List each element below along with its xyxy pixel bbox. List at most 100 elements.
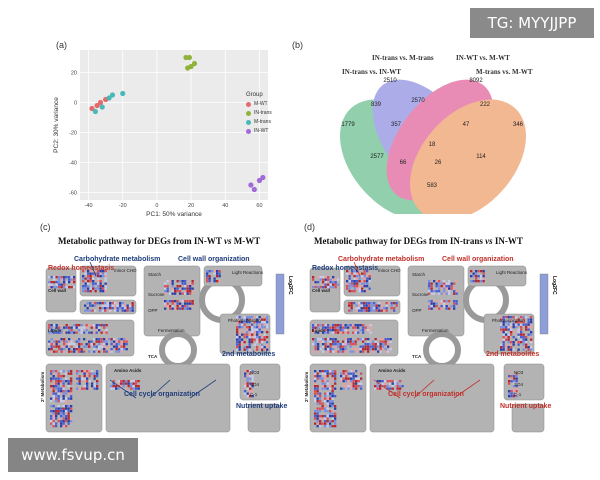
heatmap-cell — [246, 382, 249, 385]
heatmap-cell — [52, 417, 55, 420]
heatmap-cell — [367, 343, 370, 346]
heatmap-cell — [517, 336, 520, 339]
heatmap-cell — [80, 348, 83, 351]
annot-nutrient: Nutrient uptake — [236, 403, 287, 410]
heatmap-cell — [508, 392, 511, 395]
heatmap-cell — [329, 420, 332, 423]
heatmap-cell — [137, 380, 140, 383]
heatmap-cell — [324, 283, 327, 286]
heatmap-cell — [258, 323, 261, 326]
heatmap-cell — [324, 276, 327, 279]
heatmap-cell — [435, 280, 438, 283]
heatmap-cell — [80, 350, 83, 353]
heatmap-cell — [130, 385, 133, 388]
heatmap-cell — [322, 340, 325, 343]
heatmap-cell — [368, 277, 371, 280]
heatmap-cell — [48, 340, 51, 343]
heatmap-cell — [50, 397, 53, 400]
heatmap-cell — [238, 333, 241, 336]
heatmap-cell — [120, 340, 123, 343]
heatmap-cell — [86, 370, 89, 373]
heatmap-cell — [131, 304, 134, 307]
heatmap-cell — [358, 309, 361, 312]
venn-label-2: IN-trans vs. M-trans — [372, 54, 434, 62]
pca-point — [89, 105, 95, 112]
heatmap-cell — [368, 307, 371, 310]
heatmap-cell — [246, 346, 249, 349]
heatmap-cell — [164, 305, 167, 308]
heatmap-cell — [340, 372, 343, 375]
heatmap-cell — [314, 348, 317, 351]
heatmap-cell — [324, 387, 327, 390]
heatmap-cell — [344, 348, 347, 351]
heatmap-cell — [243, 316, 246, 319]
heatmap-cell — [314, 390, 317, 393]
heatmap-cell — [391, 387, 394, 390]
heatmap-cell — [384, 382, 387, 385]
heatmap-cell — [515, 372, 518, 375]
heatmap-cell — [381, 380, 384, 383]
heatmap-cell — [515, 395, 518, 398]
heatmap-cell — [89, 270, 92, 273]
heatmap-cell — [353, 280, 356, 283]
heatmap-cell — [70, 276, 73, 279]
heatmap-cell — [78, 343, 81, 346]
heatmap-cell — [314, 417, 317, 420]
annot-cellcycle: Cell cycle organization — [124, 391, 200, 398]
heatmap-cell — [78, 375, 81, 378]
heatmap-cell — [513, 375, 516, 378]
venn-count: 8092 — [469, 78, 483, 84]
heatmap-cell — [428, 302, 431, 305]
heatmap-cell — [176, 305, 179, 308]
heatmap-cell — [78, 350, 81, 353]
arrow-line — [189, 379, 217, 399]
heatmap-cell — [369, 324, 372, 327]
heatmap-cell — [256, 346, 259, 349]
heatmap-cell — [347, 380, 350, 383]
heatmap-cell — [263, 328, 266, 331]
heatmap-cell — [171, 300, 174, 303]
heatmap-cell — [369, 345, 372, 348]
heatmap-cell — [327, 338, 330, 341]
heatmap-cell — [251, 341, 254, 344]
heatmap-cell — [368, 272, 371, 275]
heatmap-cell — [367, 348, 370, 351]
heatmap-cell — [94, 287, 97, 290]
heatmap-cell — [363, 302, 366, 305]
heatmap-cell — [113, 338, 116, 341]
heatmap-cell — [68, 343, 71, 346]
heatmap-cell — [68, 326, 71, 329]
heatmap-cell — [355, 382, 358, 385]
heatmap-cell — [55, 400, 58, 403]
heatmap-cell — [65, 324, 68, 327]
heatmap-cell — [331, 412, 334, 415]
heatmap-cell — [334, 350, 337, 353]
heatmap-cell — [347, 329, 350, 332]
heatmap-cell — [243, 323, 246, 326]
heatmap-cell — [342, 348, 345, 351]
heatmap-cell — [477, 275, 480, 278]
heatmap-cell — [327, 278, 330, 281]
heatmap-cell — [101, 304, 104, 307]
venn-set-4 — [410, 99, 526, 214]
heatmap-cell — [370, 304, 373, 307]
heatmap-cell — [129, 304, 132, 307]
heatmap-cell — [500, 338, 503, 341]
heatmap-cell — [92, 270, 95, 273]
heatmap-cell — [62, 412, 65, 415]
heatmap-cell — [253, 326, 256, 329]
heatmap-cell — [55, 412, 58, 415]
venn-count: 2570 — [411, 98, 425, 104]
heatmap-cell — [348, 277, 351, 280]
heatmap-cell — [62, 380, 65, 383]
heatmap-cell — [83, 387, 86, 390]
heatmap-cell — [70, 329, 73, 332]
heatmap-cell — [435, 307, 438, 310]
heatmap-cell — [319, 425, 322, 428]
heatmap-cell — [60, 377, 63, 380]
heatmap-cell — [75, 326, 78, 329]
heatmap-cell — [111, 307, 114, 310]
heatmap-cell — [502, 333, 505, 336]
heatmap-cell — [249, 392, 252, 395]
heatmap-cell — [124, 307, 127, 310]
